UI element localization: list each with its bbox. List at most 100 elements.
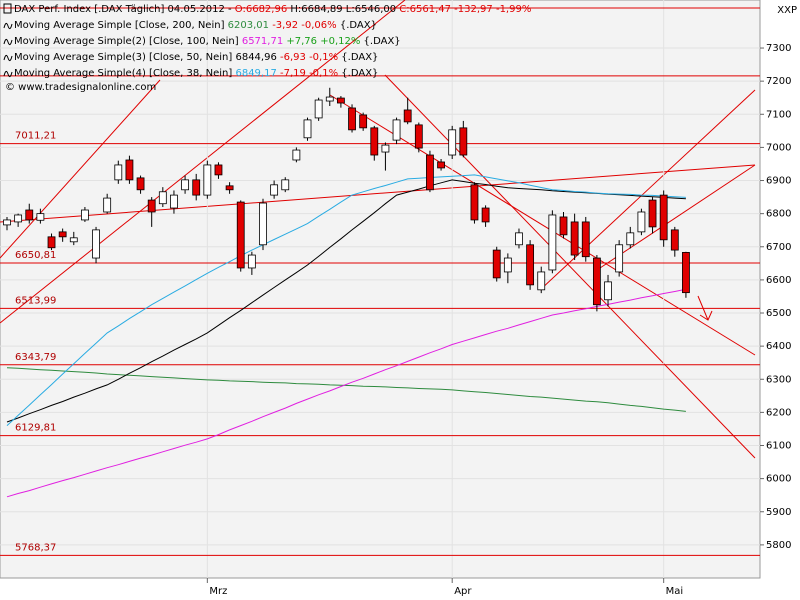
- header: DAX Perf. Index [.DAX Täglich] 04.05.201…: [14, 4, 531, 15]
- legend-icon: [3, 38, 13, 46]
- candle-body: [3, 219, 11, 226]
- legend-suffix: {.DAX}: [340, 20, 377, 31]
- candle-body: [559, 216, 568, 236]
- y-tick-label: 5900: [766, 507, 791, 518]
- candle-body: [325, 96, 334, 102]
- candle-body: [359, 114, 368, 129]
- y-tick-label: 6000: [766, 474, 791, 485]
- candle-body: [370, 127, 379, 156]
- candle-body: [604, 281, 612, 301]
- candle-body: [69, 237, 78, 243]
- candle-body: [25, 209, 34, 221]
- candle-body: [47, 236, 56, 249]
- y-tick-label: 5800: [766, 540, 791, 551]
- header-segment: C:6561,47 -132,97 -1,99%: [399, 4, 531, 15]
- ma-line: [6, 174, 686, 426]
- candle-body: [103, 197, 112, 213]
- attribution: © www.tradesignalonline.com: [5, 82, 156, 93]
- legend-suffix: {.DAX}: [364, 36, 401, 47]
- level-label: 7011,21: [15, 131, 56, 142]
- candle-body: [626, 232, 635, 246]
- y-tick-label: 6100: [766, 441, 791, 452]
- candle-body: [314, 99, 323, 119]
- candle-body: [515, 232, 523, 246]
- y-tick-label: 6300: [766, 374, 791, 385]
- x-tick-label: Apr: [454, 586, 472, 597]
- candle-body: [192, 179, 201, 196]
- header-segment: O:6682,96: [235, 4, 291, 15]
- legend-name: Moving Average Simple(2) [Close, 100, Ne…: [14, 36, 239, 47]
- header-icon: [3, 3, 12, 14]
- candle-body: [203, 164, 212, 196]
- trend-line: [329, 94, 756, 356]
- candle-body: [670, 229, 679, 251]
- candle-body: [581, 221, 590, 258]
- legend-name: Moving Average Simple [Close, 200, Nein]: [14, 20, 225, 31]
- legend-suffix: {.DAX}: [341, 52, 378, 63]
- legend-change: -3,92 -0,06%: [272, 20, 336, 31]
- candle-body: [114, 164, 123, 181]
- legend-change: -6,93 -0,1%: [280, 52, 338, 63]
- candle-body: [348, 107, 356, 131]
- level-label: 6343,79: [15, 352, 56, 363]
- candle-body: [570, 221, 579, 256]
- x-tick-label: Mrz: [209, 586, 227, 597]
- y-tick-label: 6800: [766, 209, 791, 220]
- y-tick-label: 6400: [766, 341, 791, 352]
- candle-body: [682, 252, 690, 294]
- ma-line: [6, 179, 686, 423]
- candle-body: [303, 119, 312, 139]
- candle-body: [448, 129, 457, 156]
- candle-body: [36, 213, 45, 221]
- legend-value: 6844,96: [235, 52, 276, 63]
- header-segment: DAX Perf. Index [.DAX Täglich] 04.05.201…: [14, 4, 235, 15]
- legend-entry: Moving Average Simple(4) [Close, 38, Nei…: [14, 68, 378, 79]
- legend-icon: [3, 70, 13, 78]
- candle-body: [592, 257, 601, 306]
- candle-body: [526, 244, 535, 286]
- candle-body: [615, 244, 624, 273]
- trend-lines: [0, 0, 756, 459]
- trend-line: [0, 164, 756, 223]
- legend-name: Moving Average Simple(4) [Close, 38, Nei…: [14, 68, 232, 79]
- candle-body: [437, 161, 445, 169]
- ma-line: [6, 367, 686, 412]
- candle-body: [548, 214, 557, 271]
- candle-body: [492, 249, 501, 279]
- candle-body: [459, 127, 468, 156]
- y-tick-label: 7100: [766, 109, 791, 120]
- y-tick-label: 7300: [766, 43, 791, 54]
- y-tick-label: 7200: [766, 76, 791, 87]
- candle-body: [503, 257, 512, 273]
- y-tick-label: 6500: [766, 308, 791, 319]
- legend-entry: Moving Average Simple(3) [Close, 50, Nei…: [14, 52, 378, 63]
- candle-body: [537, 271, 546, 291]
- trend-line: [599, 164, 756, 269]
- candle-body: [81, 209, 89, 221]
- legend-icon: [3, 54, 13, 62]
- legend-name: Moving Average Simple(3) [Close, 50, Nei…: [14, 52, 232, 63]
- candle-body: [236, 201, 245, 269]
- header-segment: H:6684,89 L:6546,00: [290, 4, 399, 15]
- candle-body: [659, 194, 668, 241]
- candle-body: [403, 109, 412, 123]
- legend-change: +7,76 +0,12%: [286, 36, 360, 47]
- candle-body: [170, 194, 178, 209]
- candle-body: [392, 119, 401, 141]
- y-tick-label: 6200: [766, 407, 791, 418]
- candle-body: [92, 229, 100, 259]
- y-tick-label: 7000: [766, 142, 791, 153]
- candle-body: [292, 149, 301, 161]
- candle-body: [58, 231, 67, 238]
- candle-body: [414, 124, 423, 149]
- candle-body: [125, 159, 134, 181]
- legend-suffix: {.DAX}: [341, 68, 378, 79]
- candle-body: [637, 211, 646, 233]
- candle-body: [470, 184, 479, 221]
- candle-body: [259, 202, 267, 246]
- trend-line: [539, 89, 756, 291]
- legend-change: -7,19 -0,1%: [280, 68, 338, 79]
- legend-entry: Moving Average Simple(2) [Close, 100, Ne…: [14, 36, 401, 47]
